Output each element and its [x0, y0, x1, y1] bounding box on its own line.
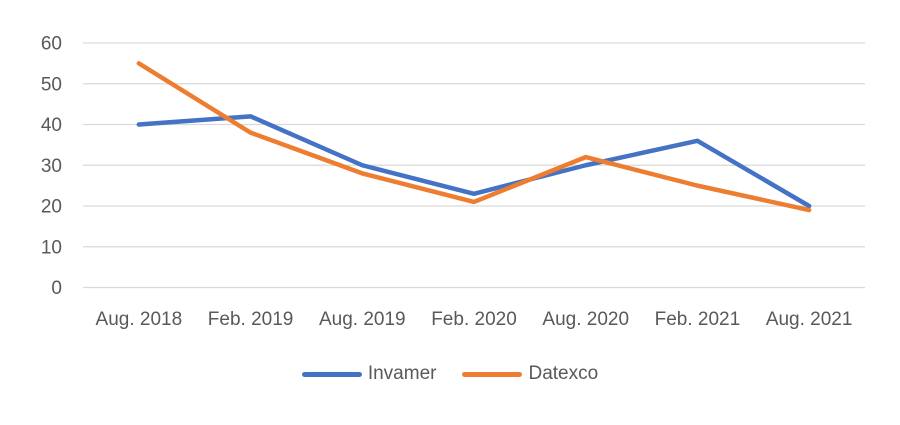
y-tick-label: 10: [41, 237, 62, 258]
legend-item-invamer: Invamer: [301, 363, 437, 385]
y-tick-label: 0: [51, 278, 62, 299]
legend-label-invamer: Invamer: [367, 363, 437, 384]
y-tick-label: 50: [41, 74, 62, 95]
x-axis-label: Feb. 2021: [655, 309, 741, 330]
y-tick-label: 40: [41, 115, 62, 136]
datexco-series-swatch: [462, 371, 523, 377]
x-axis-label: Feb. 2019: [208, 309, 294, 330]
x-axis-label: Aug. 2020: [542, 309, 629, 330]
legend-item-datexco: Datexco: [462, 363, 598, 385]
y-tick-label: 30: [41, 156, 62, 177]
y-tick-label: 60: [41, 34, 62, 55]
legend-label-datexco: Datexco: [528, 363, 599, 384]
series-line-datexco: [136, 61, 812, 213]
plot-svg: 0 10 20 30 40 50 60 Aug. 2018 Feb. 2019 Aug. 2019…: [41, 34, 865, 330]
y-tick-label: 20: [41, 197, 62, 218]
series-line-invamer: [136, 114, 812, 209]
invamer-series-swatch: [301, 371, 362, 377]
chart-legend: Invamer Datexco: [0, 363, 900, 385]
x-axis-label: Aug. 2018: [96, 309, 183, 330]
x-axis-label: Feb. 2020: [431, 309, 517, 330]
x-axis-label: Aug. 2021: [766, 309, 853, 330]
x-axis-label: Aug. 2019: [319, 309, 406, 330]
